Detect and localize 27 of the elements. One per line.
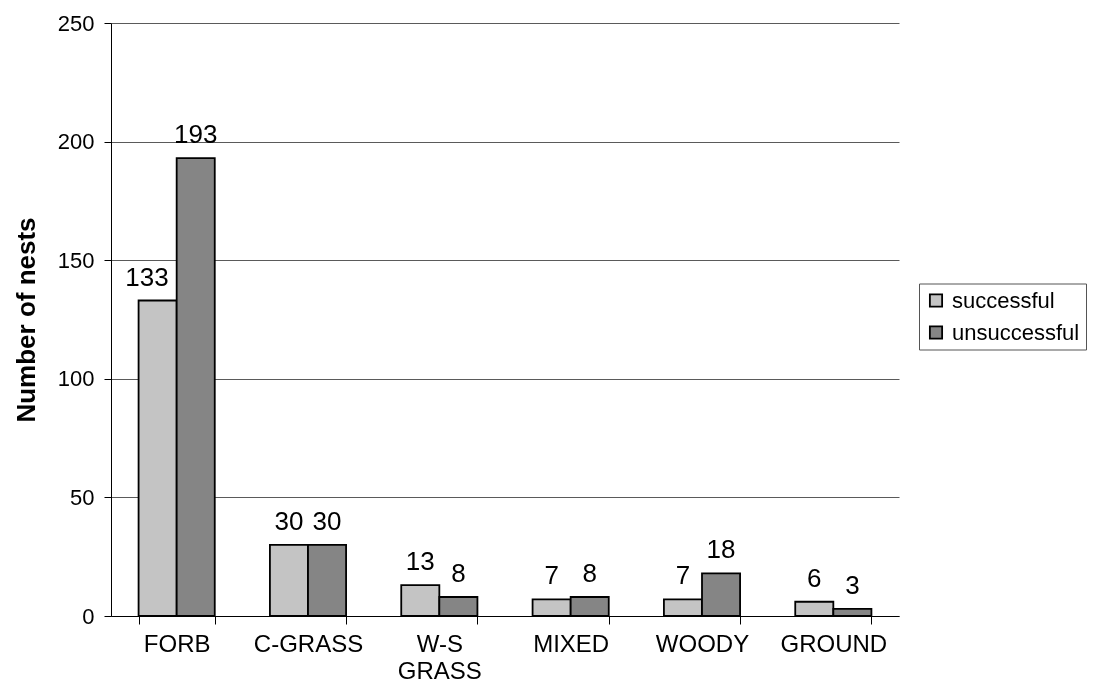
data-label: 7 xyxy=(544,560,559,591)
y-tick-label: 50 xyxy=(70,484,95,510)
data-label: 133 xyxy=(125,261,169,292)
data-label: 30 xyxy=(274,505,304,536)
x-tick-label: C-GRASS xyxy=(253,629,364,657)
data-label: 6 xyxy=(807,562,822,593)
x-tick-label: GROUND xyxy=(780,629,888,657)
data-label: 8 xyxy=(582,558,597,589)
y-tick-label: 0 xyxy=(82,603,95,629)
y-axis-title: Number of nests xyxy=(10,217,41,423)
x-tick-label: MIXED xyxy=(533,629,610,657)
data-label: 7 xyxy=(675,560,691,591)
y-tick-label: 250 xyxy=(57,10,95,36)
data-label: 30 xyxy=(312,505,342,536)
data-label: 193 xyxy=(174,119,218,150)
legend-label: successful xyxy=(952,287,1055,313)
data-label: 18 xyxy=(706,534,736,565)
y-tick-label: 150 xyxy=(57,247,95,273)
y-tick-label: 200 xyxy=(57,129,95,155)
data-label: 8 xyxy=(451,558,466,589)
x-tick-label: FORB xyxy=(143,629,211,657)
data-label: 3 xyxy=(845,569,860,600)
y-tick-label: 100 xyxy=(57,366,95,392)
x-tick-label: W-S GRASS xyxy=(397,629,482,684)
x-tick-label: WOODY xyxy=(655,629,750,657)
legend-label: unsuccessful xyxy=(952,319,1080,345)
data-label: 13 xyxy=(405,546,435,577)
